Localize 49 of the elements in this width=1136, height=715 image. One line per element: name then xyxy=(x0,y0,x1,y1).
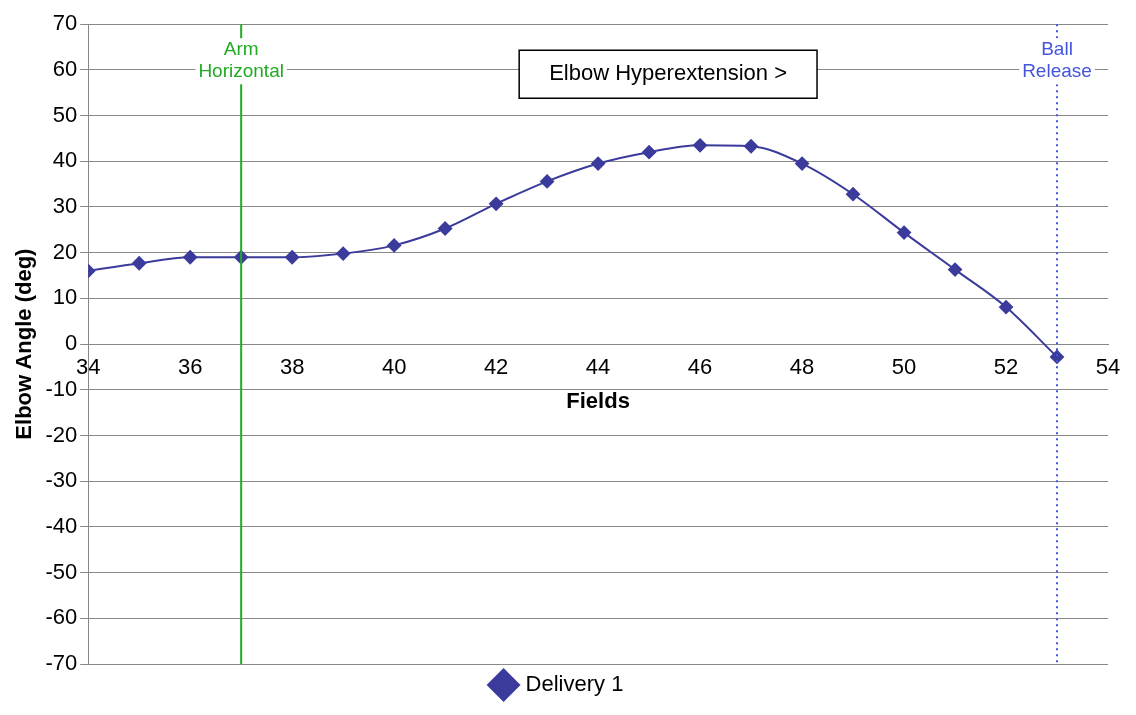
point xyxy=(642,145,657,160)
x-tick-label: 52 xyxy=(993,354,1019,380)
y-tick-label: 20 xyxy=(52,238,78,264)
x-tick-label: 54 xyxy=(1095,354,1121,380)
point xyxy=(744,139,759,154)
y-tick-label: -60 xyxy=(45,604,78,630)
y-tick-label: 10 xyxy=(52,284,78,310)
y-tick-label: 0 xyxy=(64,330,78,356)
point xyxy=(846,187,861,202)
y-tick-label: -10 xyxy=(45,375,78,401)
x-tick-label: 42 xyxy=(483,354,509,380)
x-tick-label: 34 xyxy=(75,354,101,380)
y-tick-label: -30 xyxy=(45,467,78,493)
y-tick-label: -50 xyxy=(45,558,78,584)
annotation: Elbow Hyperextension > xyxy=(549,60,788,86)
x-axis-title: Fields xyxy=(566,387,630,413)
point xyxy=(438,221,453,236)
x-tick-label: 50 xyxy=(891,354,917,380)
point xyxy=(540,174,555,189)
point xyxy=(489,196,504,211)
y-tick-label: 70 xyxy=(52,10,78,36)
legend-label: Delivery 1 xyxy=(525,671,624,697)
y-tick-label: 50 xyxy=(52,101,78,127)
point xyxy=(948,262,963,277)
point xyxy=(591,156,606,171)
y-tick-label: 40 xyxy=(52,147,78,173)
point xyxy=(285,250,300,265)
point xyxy=(795,156,810,171)
point xyxy=(387,238,402,253)
y-tick-label: 30 xyxy=(52,193,78,219)
ref-line-label: Ball Release xyxy=(1022,37,1092,81)
x-tick-label: 40 xyxy=(381,354,407,380)
point xyxy=(999,300,1014,315)
y-tick-label: -70 xyxy=(45,650,78,676)
x-tick-label: 36 xyxy=(177,354,203,380)
x-tick-label: 44 xyxy=(585,354,611,380)
point xyxy=(897,225,912,240)
point xyxy=(336,246,351,261)
point xyxy=(132,256,147,271)
y-axis-title: Elbow Angle (deg) xyxy=(11,248,37,440)
y-tick-label: 60 xyxy=(52,55,78,81)
point xyxy=(693,138,708,153)
x-tick-label: 38 xyxy=(279,354,305,380)
x-tick-label: 46 xyxy=(687,354,713,380)
y-tick-label: -20 xyxy=(45,421,78,447)
y-tick-label: -40 xyxy=(45,512,78,538)
x-tick-label: 48 xyxy=(789,354,815,380)
point xyxy=(183,250,198,265)
ref-line-label: Arm Horizontal xyxy=(198,37,284,81)
